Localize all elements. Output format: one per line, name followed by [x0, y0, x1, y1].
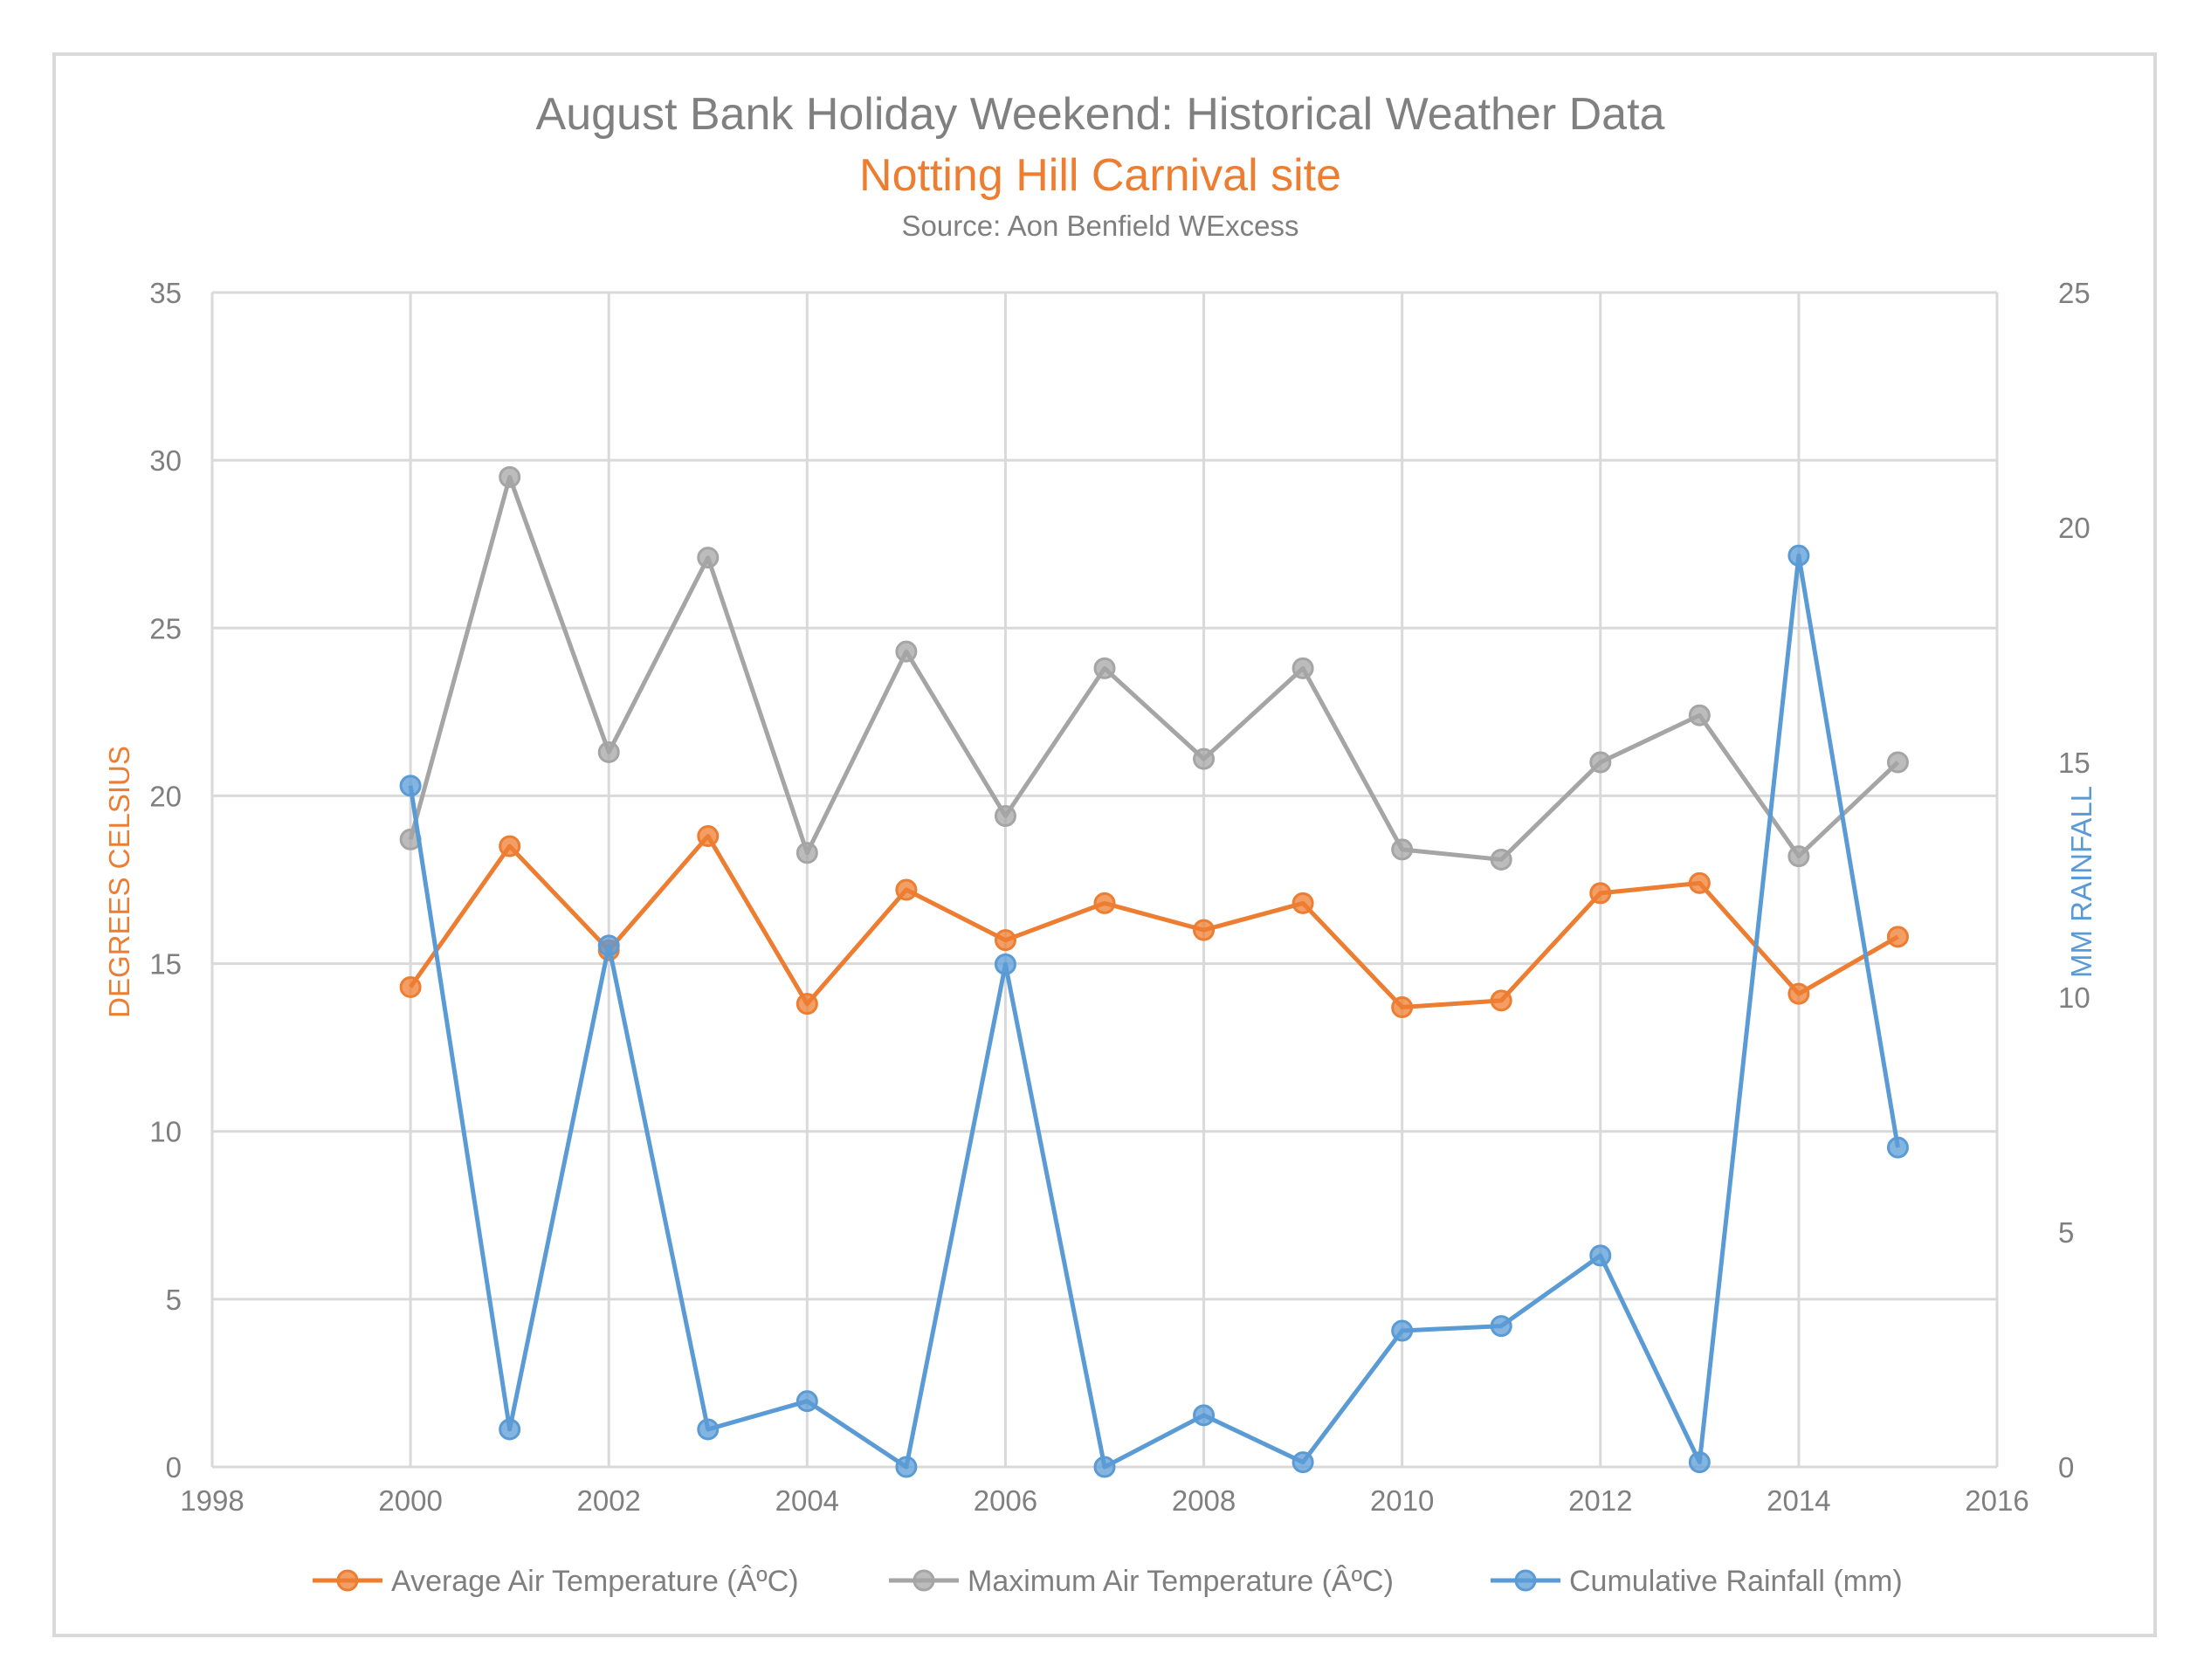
data-point	[796, 842, 818, 864]
data-point	[1589, 882, 1612, 905]
legend-swatch-marker	[336, 1569, 359, 1592]
data-point	[1490, 1315, 1512, 1338]
y-tick-label: 25	[149, 612, 182, 644]
data-point	[1391, 1319, 1414, 1342]
data-point	[499, 835, 521, 857]
y2-tick-label: 25	[2058, 277, 2090, 309]
data-point	[1093, 1456, 1116, 1478]
y-tick-label: 10	[149, 1116, 182, 1148]
data-point	[1193, 1404, 1216, 1427]
y2-tick-label: 5	[2058, 1216, 2074, 1249]
y2-tick-label: 20	[2058, 512, 2090, 544]
gridlines	[210, 291, 1999, 1469]
y-axis-right: 0 5 10 15 20 25	[2058, 277, 2090, 1484]
data-point	[1886, 751, 1909, 774]
chart-title: August Bank Holiday Weekend: Historical …	[536, 89, 1665, 140]
legend-label: Maximum Air Temperature (ÂºC)	[968, 1565, 1394, 1598]
chart-source: Source: Aon Benfield WExcess	[902, 210, 1299, 242]
data-point	[994, 804, 1016, 827]
y-axis-left: 0 5 10 15 20 25 30 35	[149, 277, 182, 1484]
x-tick-label: 2010	[1370, 1484, 1434, 1517]
legend-item: Average Air Temperature (ÂºC)	[313, 1565, 799, 1598]
data-point	[597, 934, 620, 957]
series-layer	[399, 465, 1909, 1478]
data-point	[1886, 1136, 1909, 1159]
y-axis-left-title: DEGREES CELSIUS	[103, 746, 135, 1018]
data-point	[499, 465, 521, 488]
data-point	[399, 775, 422, 797]
series-line	[408, 474, 1900, 862]
y2-tick-label: 10	[2058, 981, 2090, 1014]
data-point	[1688, 1451, 1711, 1474]
data-point	[597, 740, 620, 763]
y-tick-label: 5	[166, 1284, 182, 1316]
chart-subtitle: Notting Hill Carnival site	[859, 150, 1341, 201]
data-point	[796, 1390, 818, 1413]
legend-label: Average Air Temperature (ÂºC)	[391, 1565, 799, 1598]
y2-tick-label: 0	[2058, 1451, 2074, 1484]
y2-tick-label: 15	[2058, 747, 2090, 779]
data-point	[1291, 892, 1314, 914]
y-tick-label: 20	[149, 780, 182, 812]
legend-swatch-marker	[1514, 1569, 1537, 1592]
data-point	[1193, 747, 1216, 770]
y-tick-label: 30	[149, 444, 182, 477]
data-point	[1886, 926, 1909, 948]
x-tick-label: 1998	[180, 1484, 244, 1517]
x-tick-label: 2004	[775, 1484, 839, 1517]
data-point	[1093, 892, 1116, 914]
data-point	[1391, 996, 1414, 1019]
legend-item: Maximum Air Temperature (ÂºC)	[889, 1565, 1394, 1598]
data-point	[994, 929, 1016, 952]
data-point	[895, 1456, 918, 1478]
data-point	[399, 975, 422, 998]
data-point	[1291, 657, 1314, 679]
data-point	[697, 547, 720, 569]
data-point	[1291, 1451, 1314, 1474]
series-line	[409, 834, 1899, 1010]
y-axis-right-title: MM RAINFALL	[2065, 786, 2097, 978]
series-2	[399, 544, 1909, 1478]
data-point	[895, 640, 918, 663]
legend: Average Air Temperature (ÂºC) Maximum Air…	[313, 1565, 1903, 1598]
data-point	[1490, 989, 1512, 1012]
legend-swatch-marker	[913, 1569, 935, 1592]
x-tick-label: 2012	[1568, 1484, 1632, 1517]
y-tick-label: 35	[149, 277, 182, 309]
x-tick-label: 2014	[1767, 1484, 1830, 1517]
data-point	[895, 878, 918, 901]
data-point	[1589, 1244, 1612, 1267]
data-point	[1589, 751, 1612, 774]
series-line	[408, 553, 1900, 1470]
y-tick-label: 0	[166, 1451, 182, 1484]
data-point	[796, 993, 818, 1016]
x-axis: 1998 2000 2002 2004 2006 2008 2010 2012 2014 2016	[180, 1484, 2028, 1517]
data-point	[1787, 982, 1810, 1005]
x-tick-label: 2016	[1965, 1484, 2028, 1517]
data-point	[1787, 544, 1810, 567]
data-point	[1093, 657, 1116, 679]
data-point	[1193, 919, 1216, 941]
legend-item: Cumulative Rainfall (mm)	[1491, 1565, 1903, 1598]
series-0	[399, 825, 1909, 1019]
data-point	[1688, 871, 1711, 894]
x-tick-label: 2000	[378, 1484, 442, 1517]
x-tick-label: 2002	[577, 1484, 641, 1517]
data-point	[1787, 845, 1810, 868]
data-point	[1688, 704, 1711, 726]
data-point	[994, 953, 1016, 975]
data-point	[1391, 838, 1414, 861]
data-point	[697, 1418, 720, 1441]
series-1	[399, 465, 1909, 871]
x-tick-label: 2006	[974, 1484, 1037, 1517]
data-point	[1490, 848, 1512, 871]
y-tick-label: 15	[149, 948, 182, 981]
data-point	[697, 825, 720, 848]
data-point	[499, 1418, 521, 1441]
x-tick-label: 2008	[1172, 1484, 1236, 1517]
legend-label: Cumulative Rainfall (mm)	[1569, 1565, 1903, 1598]
